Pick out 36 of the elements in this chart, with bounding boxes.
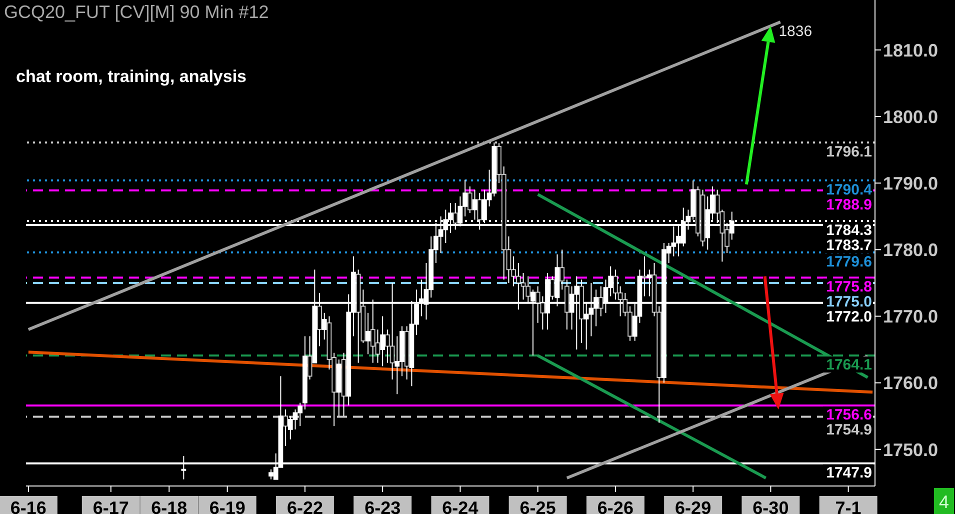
x-tick-label: 6-26 — [597, 498, 634, 514]
y-tick-label: 1750.0 — [883, 440, 938, 460]
y-tick-label: 1810.0 — [883, 40, 938, 60]
x-tick-label: 6-23 — [364, 498, 401, 514]
ref-line-label: 1756.6 — [826, 406, 872, 424]
x-tick-label: 6-22 — [286, 498, 323, 514]
x-tick-label: 6-24 — [442, 498, 478, 514]
x-tick-label: 6-18 — [151, 498, 188, 514]
x-tick-label: 6-29 — [675, 498, 712, 514]
x-tick-label: 6-17 — [92, 498, 129, 514]
ref-line-label: 1775.8 — [826, 278, 872, 296]
text: 4 — [938, 492, 950, 512]
ref-line-label: 1754.9 — [826, 421, 872, 438]
x-tick-label: 6-25 — [520, 498, 556, 514]
ref-line-label: 1775.0 — [826, 294, 872, 311]
x-tick-label: 6-30 — [752, 498, 789, 514]
annotation: 1836 — [778, 22, 812, 40]
x-tick-label: 6-16 — [10, 498, 46, 514]
ref-line-label: 1747.9 — [826, 464, 872, 482]
y-tick-label: 1780.0 — [883, 240, 938, 260]
ref-line-label: 1790.4 — [826, 181, 873, 198]
ref-line-label: 1764.1 — [826, 356, 872, 374]
text: chat room, training, analysis — [16, 67, 247, 86]
y-tick-label: 1770.0 — [883, 306, 938, 327]
ref-line-label: 1779.6 — [826, 253, 872, 270]
x-tick-label: 6-19 — [209, 498, 246, 514]
chart-title: GCQ20_FUT [CV][M] 90 Min #12 — [4, 2, 269, 22]
ref-line-label: 1784.3 — [826, 222, 872, 240]
x-tick-label: 7-1 — [835, 498, 862, 514]
y-tick-label: 1790.0 — [883, 173, 938, 194]
ref-line-label: 1796.1 — [826, 143, 872, 160]
y-tick-label: 1800.0 — [883, 106, 938, 127]
ref-line-label: 1783.7 — [826, 237, 872, 254]
ref-line-label: 1772.0 — [826, 308, 872, 326]
ref-line-label: 1788.9 — [826, 196, 872, 214]
y-tick-label: 1760.0 — [883, 373, 938, 394]
